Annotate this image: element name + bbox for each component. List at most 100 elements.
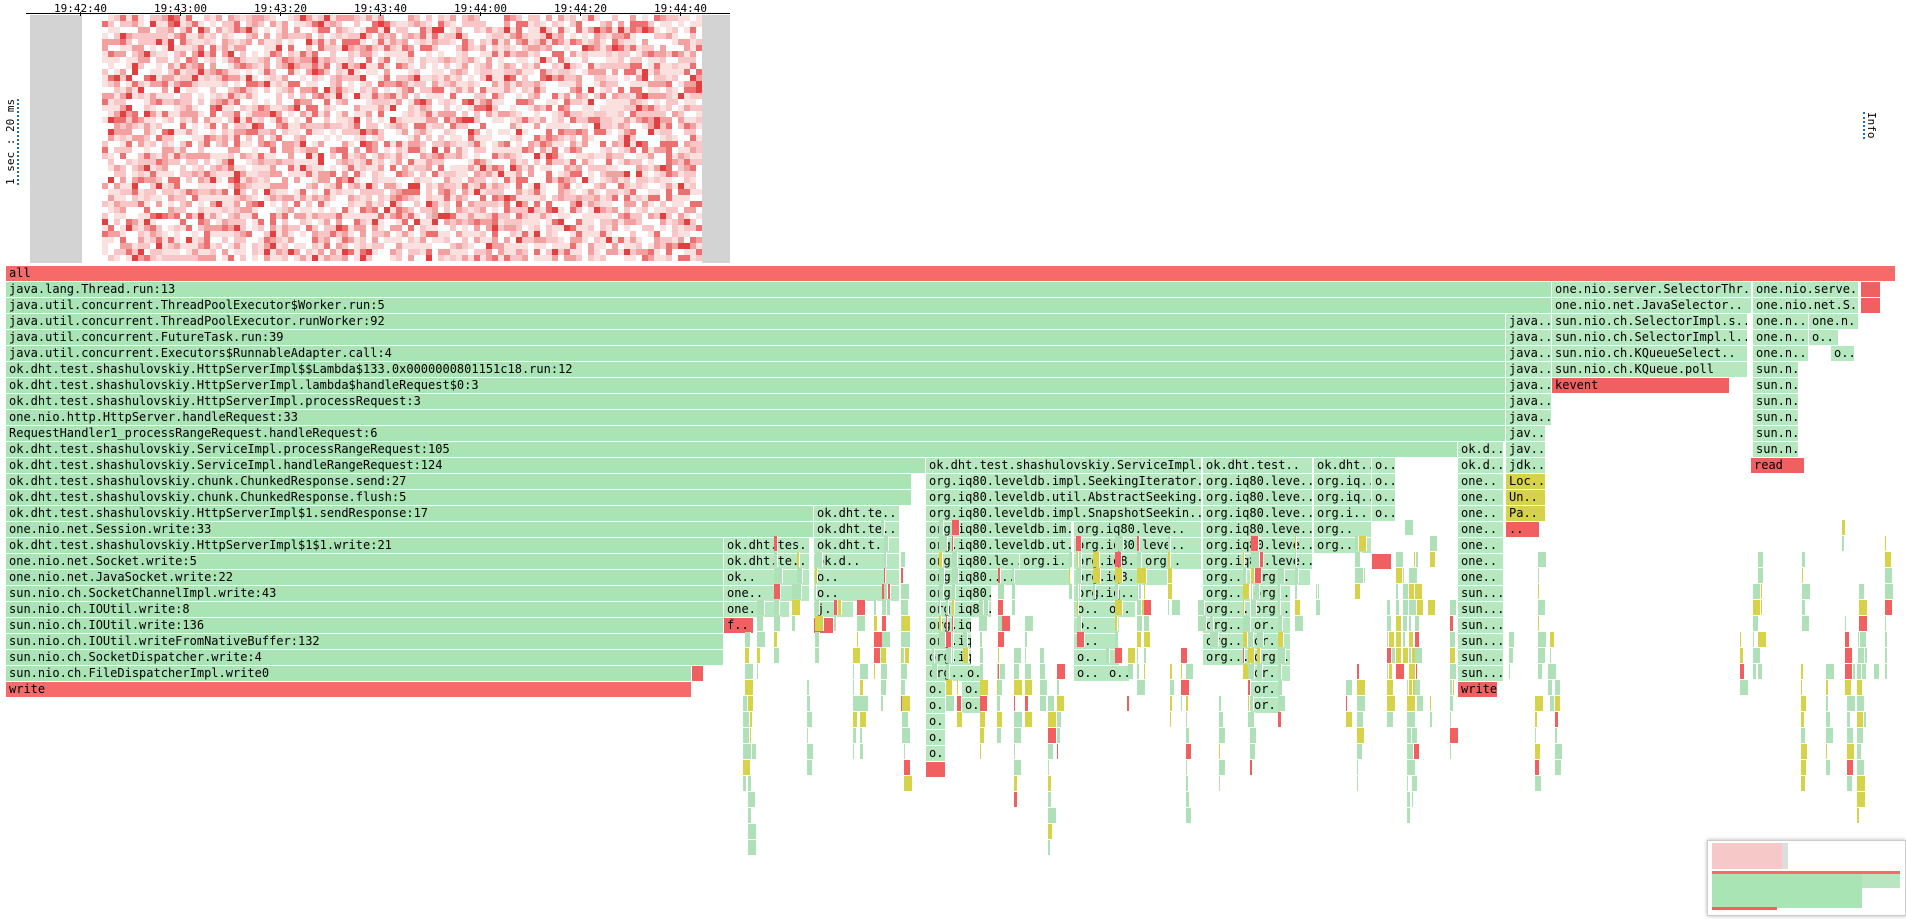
flame-frame[interactable] [1251, 584, 1253, 599]
heatmap-cell[interactable] [654, 75, 660, 81]
heatmap-cell[interactable] [240, 69, 246, 75]
heatmap-cell[interactable] [270, 93, 276, 99]
heatmap-cell[interactable] [696, 147, 702, 153]
heatmap-cell[interactable] [168, 231, 174, 237]
heatmap-cell[interactable] [240, 21, 246, 27]
heatmap-cell[interactable] [300, 135, 306, 141]
heatmap-cell[interactable] [168, 153, 174, 159]
heatmap-cell[interactable] [396, 243, 402, 249]
heatmap-cell[interactable] [126, 219, 132, 225]
heatmap-cell[interactable] [420, 171, 426, 177]
heatmap-cell[interactable] [366, 213, 372, 219]
heatmap-cell[interactable] [270, 237, 276, 243]
flame-frame[interactable] [1509, 648, 1514, 663]
heatmap-cell[interactable] [366, 69, 372, 75]
heatmap-cell[interactable] [636, 183, 642, 189]
heatmap-cell[interactable] [420, 153, 426, 159]
heatmap-cell[interactable] [228, 27, 234, 33]
heatmap-cell[interactable] [306, 219, 312, 225]
heatmap-cell[interactable] [462, 141, 468, 147]
heatmap-cell[interactable] [420, 219, 426, 225]
heatmap-cell[interactable] [594, 249, 600, 255]
heatmap-cell[interactable] [630, 255, 636, 261]
heatmap-cell[interactable] [114, 135, 120, 141]
heatmap-cell[interactable] [144, 45, 150, 51]
heatmap-cell[interactable] [174, 51, 180, 57]
heatmap-cell[interactable] [690, 219, 696, 225]
flame-frame[interactable] [1372, 554, 1392, 569]
flame-frame[interactable]: ok.dht.test.shashulovskiy.chunk.ChunkedR… [6, 490, 912, 505]
heatmap-cell[interactable] [444, 15, 450, 21]
heatmap-cell[interactable] [522, 63, 528, 69]
heatmap-cell[interactable] [240, 75, 246, 81]
heatmap-cell[interactable] [606, 243, 612, 249]
heatmap-cell[interactable] [438, 117, 444, 123]
heatmap-cell[interactable] [186, 135, 192, 141]
heatmap-cell[interactable] [282, 135, 288, 141]
heatmap-cell[interactable] [486, 165, 492, 171]
heatmap-cell[interactable] [576, 171, 582, 177]
heatmap-cell[interactable] [336, 189, 342, 195]
heatmap-cell[interactable] [570, 207, 576, 213]
heatmap-cell[interactable] [522, 93, 528, 99]
heatmap-cell[interactable] [594, 57, 600, 63]
heatmap-cell[interactable] [492, 201, 498, 207]
heatmap-cell[interactable] [414, 27, 420, 33]
heatmap-cell[interactable] [180, 117, 186, 123]
heatmap-cell[interactable] [150, 177, 156, 183]
heatmap-cell[interactable] [684, 75, 690, 81]
heatmap-cell[interactable] [564, 129, 570, 135]
flame-frame[interactable]: one.nio.net.JavaSocket.write:22 [6, 570, 724, 585]
heatmap-cell[interactable] [498, 243, 504, 249]
heatmap-cell[interactable] [354, 135, 360, 141]
flame-frame[interactable]: org.iq80.leve.. [1203, 506, 1313, 521]
heatmap-cell[interactable] [642, 177, 648, 183]
heatmap-cell[interactable] [582, 99, 588, 105]
heatmap-cell[interactable] [600, 243, 606, 249]
heatmap-cell[interactable] [414, 159, 420, 165]
heatmap-cell[interactable] [306, 69, 312, 75]
heatmap-cell[interactable] [582, 213, 588, 219]
flame-frame[interactable] [1802, 584, 1811, 599]
flame-frame[interactable] [1014, 696, 1016, 711]
heatmap-cell[interactable] [492, 189, 498, 195]
heatmap-cell[interactable] [144, 195, 150, 201]
heatmap-cell[interactable] [114, 81, 120, 87]
heatmap-cell[interactable] [354, 159, 360, 165]
heatmap-cell[interactable] [654, 141, 660, 147]
heatmap-cell[interactable] [630, 165, 636, 171]
heatmap-cell[interactable] [450, 117, 456, 123]
heatmap-cell[interactable] [258, 195, 264, 201]
heatmap-cell[interactable] [456, 39, 462, 45]
heatmap-cell[interactable] [360, 171, 366, 177]
heatmap-cell[interactable] [342, 129, 348, 135]
heatmap-cell[interactable] [384, 243, 390, 249]
heatmap-cell[interactable] [618, 111, 624, 117]
heatmap-cell[interactable] [258, 147, 264, 153]
heatmap-cell[interactable] [654, 99, 660, 105]
heatmap-cell[interactable] [288, 69, 294, 75]
heatmap-cell[interactable] [588, 81, 594, 87]
heatmap-cell[interactable] [690, 153, 696, 159]
heatmap-cell[interactable] [414, 45, 420, 51]
heatmap-cell[interactable] [324, 87, 330, 93]
heatmap-cell[interactable] [390, 201, 396, 207]
heatmap-cell[interactable] [348, 87, 354, 93]
heatmap-cell[interactable] [198, 57, 204, 63]
heatmap-cell[interactable] [186, 75, 192, 81]
heatmap-cell[interactable] [372, 39, 378, 45]
heatmap-cell[interactable] [480, 249, 486, 255]
flame-frame[interactable] [1251, 536, 1259, 551]
heatmap-cell[interactable] [618, 225, 624, 231]
heatmap-cell[interactable] [612, 153, 618, 159]
heatmap-cell[interactable] [324, 189, 330, 195]
heatmap-cell[interactable] [318, 249, 324, 255]
flame-frame[interactable]: or.. [1251, 682, 1281, 697]
heatmap-cell[interactable] [384, 153, 390, 159]
heatmap-cell[interactable] [576, 117, 582, 123]
heatmap-cell[interactable] [204, 255, 210, 261]
heatmap-cell[interactable] [306, 255, 312, 261]
heatmap-cell[interactable] [528, 159, 534, 165]
heatmap-cell[interactable] [690, 201, 696, 207]
heatmap-cell[interactable] [348, 165, 354, 171]
